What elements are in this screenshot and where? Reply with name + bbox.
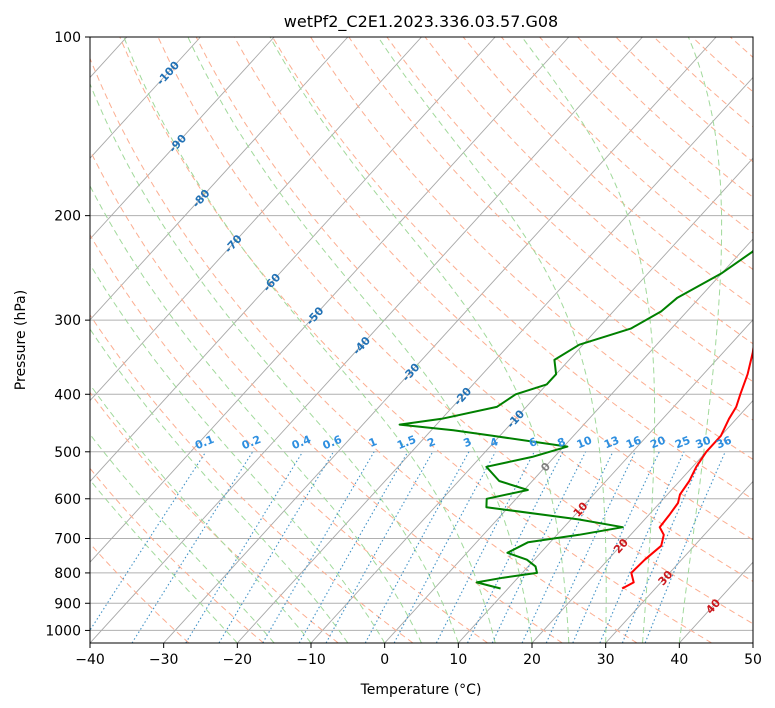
plot-area <box>90 37 753 643</box>
plot-frame <box>89 36 754 644</box>
mixing-ratio-label: 16 <box>624 434 643 452</box>
mixing-ratio-line <box>325 451 434 643</box>
isotherm-line <box>531 399 753 643</box>
x-tick-label: −10 <box>296 652 326 668</box>
moist-adiabat-line <box>90 328 349 643</box>
dry-adiabat-line <box>119 37 712 643</box>
y-tick-label: 1000 <box>45 623 81 639</box>
moist-adiabat-line <box>123 37 496 643</box>
mixing-ratio-label: 25 <box>673 434 692 452</box>
mixing-ratio-label: 30 <box>694 434 713 452</box>
isotherm-line <box>90 37 201 159</box>
y-axis-title: Pressure (hPa) <box>13 290 29 390</box>
dry-adiabat-line <box>348 37 753 421</box>
dry-adiabats <box>90 37 753 643</box>
y-axis-ticks: 100 200 300 400 500 600 700 800 900 1000 <box>45 30 90 639</box>
mixing-ratio-label: 36 <box>714 434 733 452</box>
mixing-ratio-label: 13 <box>602 434 621 452</box>
x-axis-title: Temperature (°C) <box>360 682 482 698</box>
isotherm-line <box>163 37 717 643</box>
temperature-profile-line <box>621 343 753 590</box>
y-tick-label: 300 <box>54 313 81 329</box>
x-tick-label: −30 <box>149 652 179 668</box>
y-tick-label: 200 <box>54 209 81 225</box>
chart-title: wetPf2_C2E1.2023.336.03.57.G08 <box>284 12 558 32</box>
moist-adiabat-line <box>269 37 570 643</box>
mixing-ratio-label: 20 <box>648 434 667 452</box>
x-tick-label: 10 <box>449 652 467 668</box>
dewpoint-profile-line <box>398 249 753 590</box>
moist-adiabat-line <box>90 184 422 643</box>
mixing-ratio-label: 8 <box>556 435 568 450</box>
isotherm-line <box>90 37 643 643</box>
x-tick-label: 20 <box>523 652 541 668</box>
x-tick-label: 50 <box>744 652 762 668</box>
mixing-ratio-line <box>131 451 254 643</box>
mixing-ratio-line <box>621 451 706 643</box>
moist-adiabat-line <box>377 37 607 643</box>
mixing-ratio-line <box>218 451 334 643</box>
mixing-ratio-label: 10 <box>575 434 594 452</box>
x-tick-label: −20 <box>223 652 253 668</box>
dry-adiabat-line <box>90 57 638 643</box>
mixing-ratio-line <box>467 451 564 643</box>
moist-adiabat-line <box>90 263 386 643</box>
moist-adiabat-line <box>187 37 533 643</box>
moist-adiabats <box>90 37 723 643</box>
y-tick-label: 800 <box>54 566 81 582</box>
dry-adiabat-line <box>310 37 753 460</box>
moist-adiabat-line <box>678 37 723 643</box>
isotherm-line <box>384 238 753 643</box>
isotherm-line <box>90 37 422 402</box>
x-axis-ticks: −40 −30 −20 −10 0 10 20 30 40 50 <box>75 643 762 668</box>
y-tick-label: 400 <box>54 387 81 403</box>
y-tick-label: 700 <box>54 532 81 548</box>
y-tick-label: 900 <box>54 596 81 612</box>
sounding-profiles <box>398 249 753 590</box>
mixing-ratio-label: 3 <box>462 435 474 450</box>
dry-adiabat-line <box>386 37 753 383</box>
y-tick-label: 100 <box>54 30 81 46</box>
moist-adiabat-line <box>521 37 656 643</box>
y-tick-label: 500 <box>54 445 81 461</box>
dry-adiabat-line <box>90 467 264 643</box>
mixing-ratio-line <box>90 451 207 632</box>
dry-adiabat-line <box>90 149 563 643</box>
dry-adiabat-line <box>272 37 753 500</box>
x-tick-label: 30 <box>597 652 615 668</box>
mixing-ratio-line <box>393 451 496 643</box>
isotherm-line <box>90 37 496 483</box>
dry-adiabat-line <box>90 233 488 643</box>
x-tick-label: −40 <box>75 652 105 668</box>
skewed-isotherms <box>90 37 753 643</box>
x-tick-label: 40 <box>670 652 688 668</box>
y-tick-label: 600 <box>54 492 81 508</box>
dry-adiabat-line <box>157 37 753 625</box>
dry-adiabat-line <box>90 542 190 643</box>
mixing-ratio-line <box>185 451 304 643</box>
isotherm-line <box>237 76 753 643</box>
isotherm-line <box>605 480 753 643</box>
dry-adiabat-line <box>195 37 753 582</box>
mixing-ratio-line <box>491 451 587 643</box>
moist-adiabat-line <box>90 82 459 643</box>
dry-adiabat-line <box>233 37 753 541</box>
mixing-ratio-line <box>599 451 685 643</box>
mixing-ratio-line <box>364 451 470 643</box>
isotherm-line <box>458 319 753 643</box>
isotherm-line <box>90 37 570 563</box>
mixing-ratio-lines <box>90 451 726 643</box>
mixing-ratio-label: 1 <box>367 435 379 450</box>
isotherm-line <box>90 37 275 240</box>
x-tick-label: 0 <box>380 652 389 668</box>
mixing-ratio-label: 2 <box>425 435 437 450</box>
mixing-ratio-line <box>644 451 726 643</box>
isotherm-line <box>90 37 349 321</box>
moist-adiabat-line <box>90 383 312 643</box>
